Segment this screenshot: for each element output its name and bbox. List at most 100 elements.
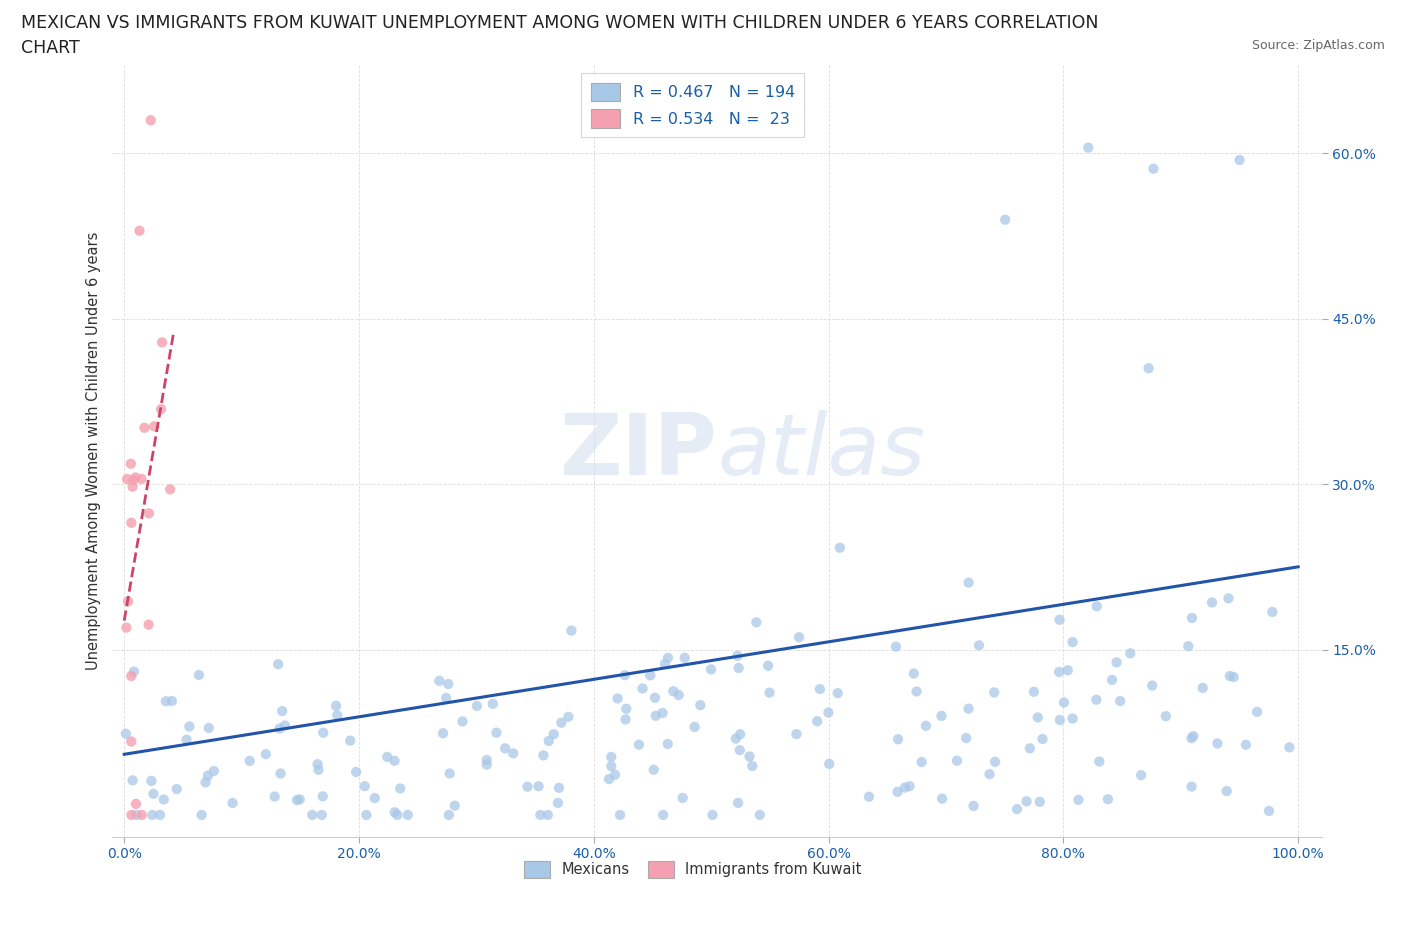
Point xyxy=(502,746,524,761)
Point xyxy=(644,690,666,705)
Point xyxy=(1029,794,1052,809)
Point xyxy=(817,705,839,720)
Point xyxy=(1201,595,1223,610)
Point xyxy=(152,792,174,807)
Point xyxy=(808,682,831,697)
Point xyxy=(785,726,807,741)
Point xyxy=(1101,672,1123,687)
Point xyxy=(288,791,311,806)
Point xyxy=(142,787,165,802)
Point xyxy=(1005,802,1028,817)
Point xyxy=(910,754,932,769)
Point xyxy=(700,662,723,677)
Point xyxy=(894,780,917,795)
Point xyxy=(828,540,851,555)
Point xyxy=(946,753,969,768)
Point xyxy=(190,807,212,822)
Point xyxy=(683,720,706,735)
Point xyxy=(120,515,142,530)
Point xyxy=(437,676,460,691)
Text: CHART: CHART xyxy=(21,39,80,57)
Point xyxy=(984,754,1007,769)
Point xyxy=(955,731,977,746)
Point xyxy=(141,774,163,789)
Point xyxy=(1181,611,1204,626)
Point xyxy=(915,718,938,733)
Point xyxy=(727,795,749,810)
Point xyxy=(267,657,290,671)
Point xyxy=(356,807,378,822)
Point xyxy=(758,685,780,700)
Point xyxy=(308,763,330,777)
Point xyxy=(600,759,623,774)
Point xyxy=(1137,361,1160,376)
Point xyxy=(150,335,173,350)
Point xyxy=(307,757,329,772)
Point xyxy=(627,737,650,752)
Point xyxy=(631,681,654,696)
Point xyxy=(312,789,335,804)
Point xyxy=(652,807,675,822)
Point xyxy=(1077,140,1099,155)
Point xyxy=(643,763,665,777)
Point xyxy=(606,691,628,706)
Point xyxy=(1047,665,1070,680)
Point xyxy=(465,698,488,713)
Point xyxy=(654,657,676,671)
Point xyxy=(326,708,349,723)
Point xyxy=(728,727,751,742)
Point xyxy=(818,756,841,771)
Point xyxy=(1062,711,1084,726)
Point xyxy=(125,796,148,811)
Point xyxy=(614,712,637,727)
Point xyxy=(745,615,768,630)
Point xyxy=(1219,669,1241,684)
Point xyxy=(270,766,292,781)
Point xyxy=(516,779,538,794)
Point xyxy=(254,747,277,762)
Point xyxy=(274,718,297,733)
Point xyxy=(1218,591,1240,605)
Point xyxy=(1182,729,1205,744)
Point xyxy=(898,778,921,793)
Point xyxy=(994,212,1017,227)
Point xyxy=(1062,634,1084,649)
Point xyxy=(115,472,138,486)
Point xyxy=(387,807,409,822)
Point xyxy=(271,704,294,719)
Point xyxy=(1229,153,1251,167)
Point xyxy=(437,807,460,822)
Point xyxy=(728,743,751,758)
Point xyxy=(983,685,1005,700)
Point xyxy=(115,620,138,635)
Point xyxy=(160,694,183,709)
Point xyxy=(396,807,419,822)
Point xyxy=(1246,704,1268,719)
Point xyxy=(858,790,880,804)
Point xyxy=(339,733,361,748)
Point xyxy=(141,807,163,822)
Point xyxy=(159,482,181,497)
Point xyxy=(434,690,457,705)
Point xyxy=(485,725,508,740)
Point xyxy=(657,650,679,665)
Point xyxy=(1049,612,1071,627)
Point xyxy=(1222,670,1244,684)
Point xyxy=(325,698,347,713)
Text: MEXICAN VS IMMIGRANTS FROM KUWAIT UNEMPLOYMENT AMONG WOMEN WITH CHILDREN UNDER 6: MEXICAN VS IMMIGRANTS FROM KUWAIT UNEMPL… xyxy=(21,14,1098,32)
Point xyxy=(166,781,188,796)
Point xyxy=(1206,736,1229,751)
Point xyxy=(1177,639,1199,654)
Point xyxy=(1085,599,1108,614)
Point xyxy=(957,701,980,716)
Point xyxy=(1278,740,1301,755)
Point xyxy=(202,764,225,778)
Point xyxy=(1067,792,1090,807)
Point xyxy=(547,795,569,810)
Point xyxy=(198,721,221,736)
Point xyxy=(263,789,285,804)
Point xyxy=(1085,692,1108,707)
Point xyxy=(301,807,323,822)
Point xyxy=(121,479,143,494)
Point xyxy=(139,113,162,127)
